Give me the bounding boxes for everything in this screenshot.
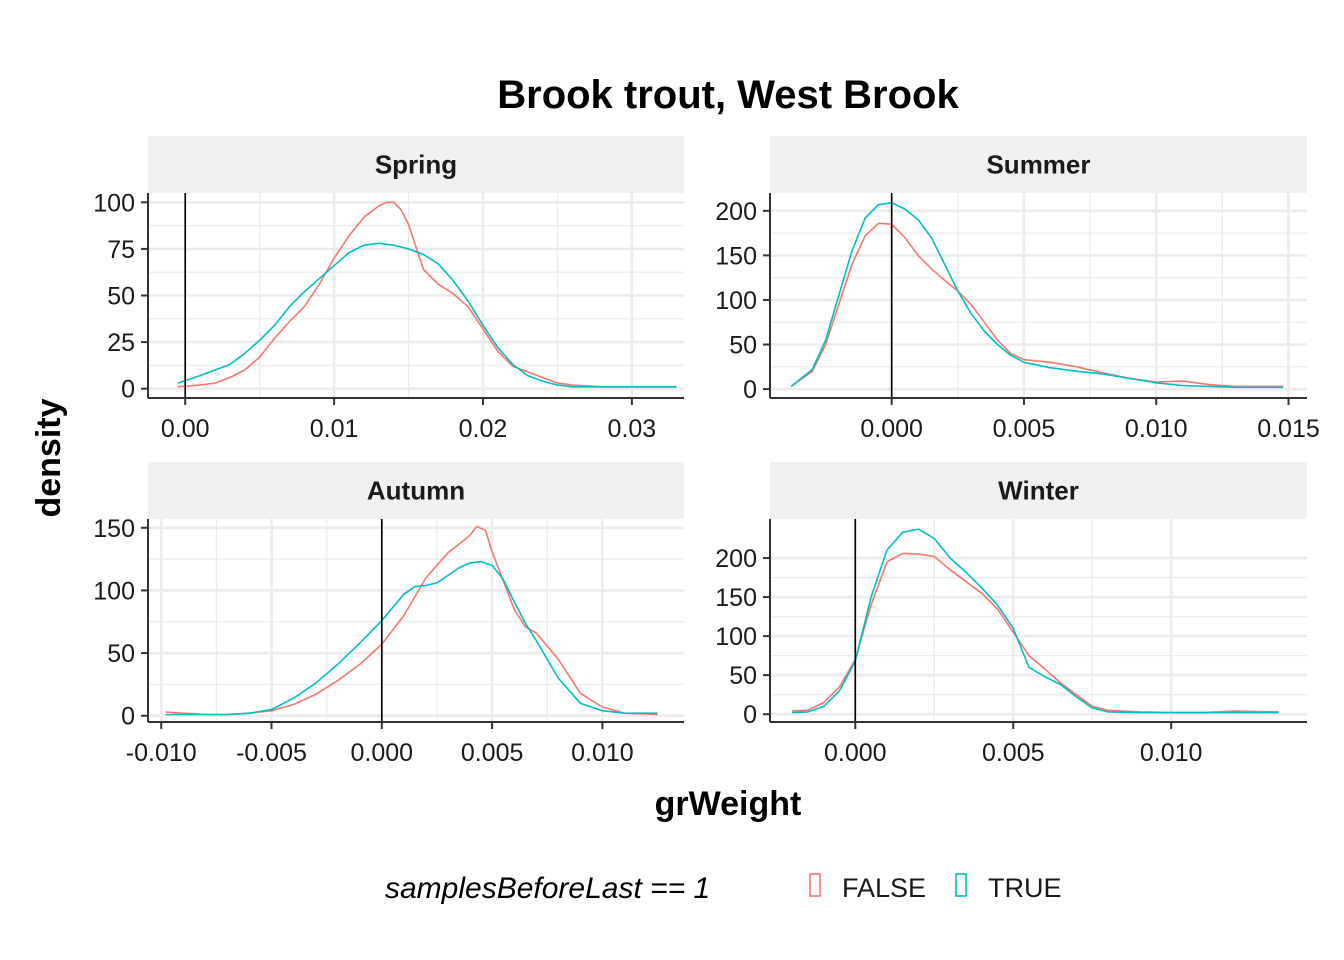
panel-summer-y-tick-label: 0 [743,376,757,404]
panel-autumn: Autumn -0.010 -0.005 0.000 0.005 0.010 0 50 100 1… [93,462,684,767]
chart-title: Brook trout, West Brook [497,73,959,117]
panel-spring-y-tick-label: 0 [121,376,135,404]
panel-spring-y-tick-label: 100 [93,189,135,217]
panel-autumn-y-tick-label: 50 [107,640,135,668]
y-axis-title: density [30,398,68,517]
panel-autumn-x-tick-label: 0.010 [571,739,634,767]
panel-spring: Spring 0.00 0.01 0.02 0.03 0 25 50 75 100 [93,136,684,443]
panel-summer-x-tick-label: 0.000 [860,415,923,443]
panel-winter-y-tick-label: 100 [715,623,757,651]
panel-winter-y-tick-label: 0 [743,701,757,729]
panel-summer-strip [770,136,1307,193]
facet-panels: Spring 0.00 0.01 0.02 0.03 0 25 50 75 100 Summer 0.… [93,136,1320,767]
legend-label-true: TRUE [988,873,1062,903]
legend-key-true [955,873,967,897]
panel-winter: Winter 0.000 0.005 0.010 0 50 100 150 200 [715,462,1307,767]
panel-winter-series-true [792,528,1279,714]
panel-autumn-strip-label: Autumn [367,476,465,506]
panel-autumn-strip [148,462,684,519]
panel-winter-y-tick-label: 200 [715,545,757,573]
panel-winter-plot-area [770,519,1307,722]
panel-summer-y-tick-label: 150 [715,242,757,270]
panel-winter-y-tick-label: 150 [715,584,757,612]
panel-summer: Summer 0.000 0.005 0.010 0.015 0 50 100 150 200 [715,136,1320,443]
legend-items: FALSE TRUE [809,873,1062,903]
panel-autumn-x-tick-label: 0.005 [461,739,524,767]
panel-autumn-plot-area [148,519,684,722]
panel-winter-gridlines [770,519,1307,722]
panel-summer-y-tick-label: 50 [729,332,757,360]
panel-summer-series-true [790,202,1284,389]
panel-spring-y-tick-label: 25 [107,329,135,357]
panel-winter-y-tick-label: 50 [729,662,757,690]
panel-autumn-series-true [165,560,658,716]
panel-autumn-x-tick-label: -0.005 [236,739,307,767]
panel-summer-y-tick-label: 200 [715,198,757,226]
panel-winter-x-tick-label: 0.000 [824,739,887,767]
panel-spring-strip [148,136,684,193]
panel-autumn-x-tick-label: -0.010 [126,739,197,767]
panel-autumn-y-tick-label: 100 [93,577,135,605]
panel-summer-x-tick-label: 0.010 [1125,415,1188,443]
panel-summer-x-tick-label: 0.005 [993,415,1056,443]
panel-winter-x-tick-label: 0.010 [1140,739,1203,767]
panel-spring-series-false [177,201,677,388]
x-axis-title: grWeight [655,785,802,823]
panel-spring-x-tick-label: 0.00 [161,415,210,443]
panel-spring-x-tick-label: 0.02 [459,415,508,443]
panel-spring-y-tick-label: 75 [107,236,135,264]
panel-autumn-x-tick-label: 0.000 [351,739,414,767]
legend-key-false [809,873,821,897]
legend-label-false: FALSE [842,873,926,903]
panel-winter-x-tick-label: 0.005 [982,739,1045,767]
panel-spring-x-tick-label: 0.01 [310,415,359,443]
panel-winter-strip-label: Winter [998,476,1079,506]
panel-summer-y-tick-label: 100 [715,287,757,315]
panel-summer-plot-area [770,193,1307,398]
panel-winter-strip [770,462,1307,519]
panel-spring-strip-label: Spring [375,150,457,180]
panel-summer-gridlines [770,193,1307,398]
panel-spring-series-true [177,242,677,388]
panel-spring-y-tick-label: 50 [107,283,135,311]
panel-spring-x-tick-label: 0.03 [608,415,657,443]
legend-title: samplesBeforeLast == 1 [385,872,710,905]
panel-summer-x-tick-label: 0.015 [1257,415,1320,443]
panel-summer-strip-label: Summer [986,150,1090,180]
panel-autumn-y-tick-label: 0 [121,703,135,731]
panel-autumn-y-tick-label: 150 [93,515,135,543]
legend: samplesBeforeLast == 1 FALSE TRUE [385,872,1062,905]
